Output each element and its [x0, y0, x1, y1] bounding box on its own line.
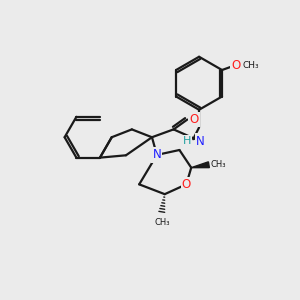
Text: N: N — [152, 148, 161, 161]
Text: O: O — [182, 178, 191, 191]
Polygon shape — [191, 162, 209, 168]
Text: O: O — [231, 58, 240, 72]
Text: CH₃: CH₃ — [243, 61, 259, 70]
Text: N: N — [196, 135, 204, 148]
Text: O: O — [190, 113, 199, 126]
Text: H: H — [183, 136, 191, 146]
Text: CH₃: CH₃ — [154, 218, 170, 227]
Text: CH₃: CH₃ — [211, 160, 226, 169]
